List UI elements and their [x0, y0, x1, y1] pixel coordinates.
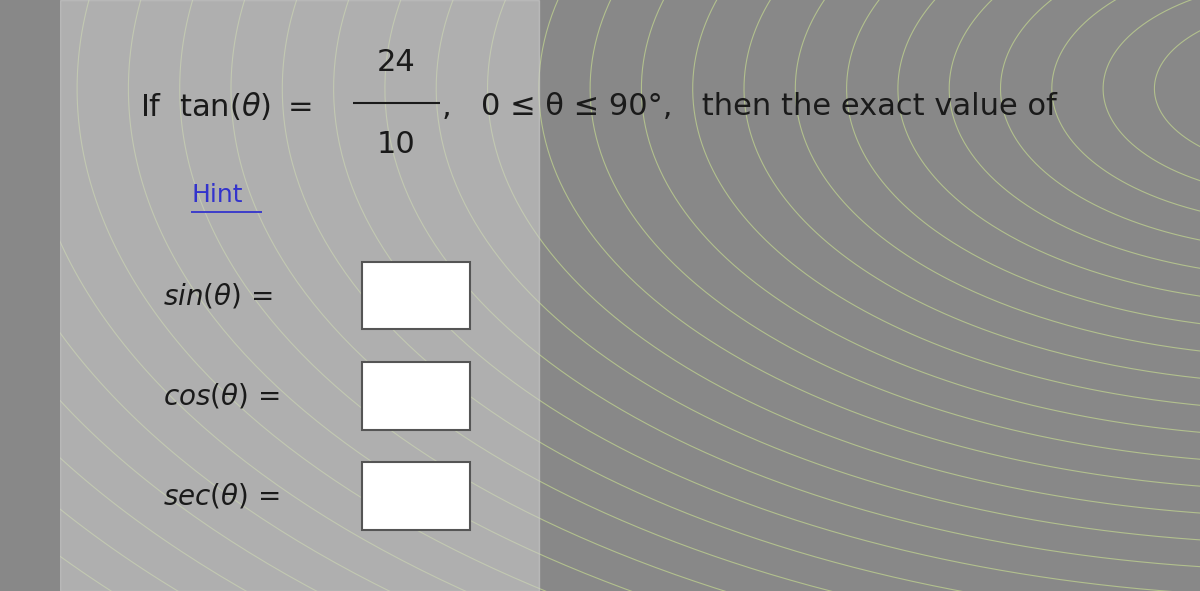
- Text: ,   0 ≤ θ ≤ 90°,   then the exact value of: , 0 ≤ θ ≤ 90°, then the exact value of: [442, 92, 1057, 121]
- FancyBboxPatch shape: [362, 362, 470, 430]
- Text: 10: 10: [377, 130, 415, 160]
- Bar: [60, 0, 539, 591]
- Text: $cos(\theta)$ =: $cos(\theta)$ =: [163, 381, 280, 411]
- Text: If  tan($\theta$) $=$: If tan($\theta$) $=$: [140, 90, 311, 122]
- FancyBboxPatch shape: [362, 462, 470, 531]
- Text: $sec(\theta)$ =: $sec(\theta)$ =: [163, 482, 280, 511]
- Text: Hint: Hint: [191, 183, 242, 207]
- FancyBboxPatch shape: [362, 261, 470, 330]
- Text: $sin(\theta)$ =: $sin(\theta)$ =: [163, 281, 272, 310]
- Text: 24: 24: [377, 47, 415, 77]
